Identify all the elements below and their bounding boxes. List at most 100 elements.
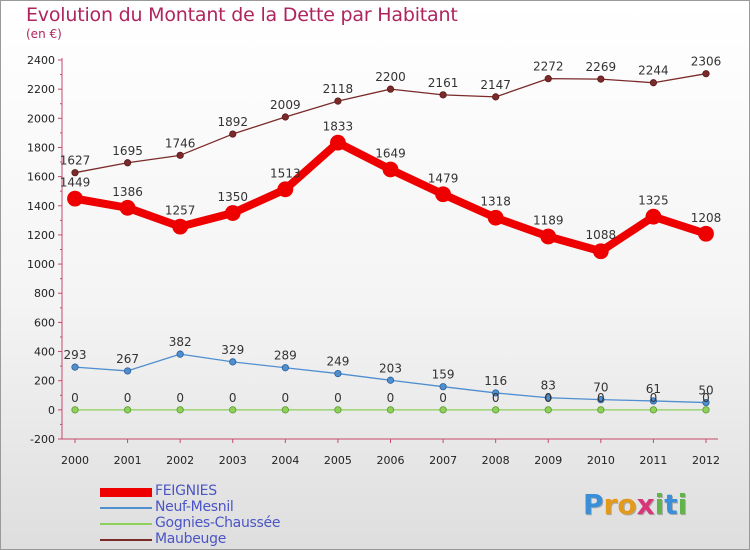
legend-item-maubeuge: Maubeuge — [100, 531, 360, 548]
data-label-gognies-chauss-e: 0 — [439, 391, 447, 405]
data-label-gognies-chauss-e: 0 — [176, 391, 184, 405]
data-point-gognies-chauss-e — [281, 406, 289, 414]
data-label-maubeuge: 2306 — [691, 55, 722, 69]
data-point-feignies — [172, 218, 189, 235]
data-label-maubeuge: 1746 — [165, 136, 196, 150]
data-label-maubeuge: 2161 — [428, 76, 459, 90]
chart-title: Evolution du Montant de la Dette par Hab… — [26, 4, 458, 26]
data-point-maubeuge — [281, 113, 289, 121]
data-point-feignies — [330, 134, 346, 151]
data-point-neuf-mesnil — [123, 367, 132, 375]
data-label-neuf-mesnil: 289 — [274, 349, 297, 363]
data-label-neuf-mesnil: 70 — [593, 381, 608, 395]
data-point-maubeuge — [229, 130, 237, 138]
data-point-maubeuge — [544, 75, 552, 83]
y-tick-label: 0 — [48, 404, 55, 417]
data-label-feignies: 1208 — [691, 211, 722, 225]
data-point-gognies-chauss-e — [649, 406, 658, 414]
y-tick-label: 400 — [34, 346, 55, 359]
data-label-maubeuge: 1695 — [112, 144, 143, 158]
data-label-neuf-mesnil: 267 — [116, 352, 139, 366]
proxiti-logo: Proxiti — [583, 488, 687, 521]
y-tick-label: 2200 — [27, 83, 55, 96]
logo-letter: i — [654, 488, 665, 521]
data-label-maubeuge: 2147 — [480, 78, 511, 92]
data-point-feignies — [487, 209, 504, 226]
legend-label-neuf-mesnil: Neuf-Mesnil — [155, 499, 234, 515]
data-point-neuf-mesnil — [281, 364, 289, 372]
data-point-gognies-chauss-e — [492, 406, 500, 414]
data-point-maubeuge — [439, 91, 447, 99]
y-tick-label: 1400 — [27, 200, 55, 213]
y-tick-label: 1000 — [27, 258, 55, 271]
legend-swatch-maubeuge — [100, 539, 152, 541]
data-label-neuf-mesnil: 382 — [169, 335, 192, 349]
data-label-maubeuge: 2244 — [638, 64, 669, 78]
data-point-gognies-chauss-e — [176, 406, 184, 414]
data-point-feignies — [435, 186, 451, 203]
data-label-gognies-chauss-e: 0 — [334, 391, 342, 405]
data-label-feignies: 1318 — [480, 195, 511, 209]
logo-letter: x — [636, 488, 655, 521]
y-tick-label: 800 — [34, 287, 55, 300]
data-label-feignies: 1449 — [60, 176, 91, 190]
x-tick-label: 2012 — [692, 454, 720, 467]
data-point-neuf-mesnil — [544, 394, 552, 402]
data-label-maubeuge: 2118 — [323, 82, 354, 96]
legend-label-feignies: FEIGNIES — [155, 483, 217, 499]
x-tick-label: 2009 — [534, 454, 562, 467]
data-point-feignies — [119, 199, 136, 216]
x-tick-label: 2001 — [114, 454, 142, 467]
data-point-gognies-chauss-e — [123, 406, 132, 414]
data-label-neuf-mesnil: 329 — [221, 343, 244, 357]
legend-item-feignies: FEIGNIES — [100, 483, 360, 500]
data-point-maubeuge — [386, 85, 395, 93]
y-tick-label: 1600 — [27, 171, 55, 184]
data-label-maubeuge: 1892 — [217, 115, 248, 129]
data-point-gognies-chauss-e — [702, 406, 710, 414]
data-label-maubeuge: 2009 — [270, 98, 301, 112]
data-label-neuf-mesnil: 61 — [646, 382, 661, 396]
data-label-gognies-chauss-e: 0 — [229, 391, 237, 405]
data-point-feignies — [540, 228, 557, 245]
legend-swatch-feignies — [100, 488, 152, 497]
data-point-gognies-chauss-e — [229, 406, 237, 414]
x-tick-label: 2003 — [219, 454, 247, 467]
legend-item-neuf-mesnil: Neuf-Mesnil — [100, 499, 360, 516]
data-point-feignies — [382, 161, 399, 178]
data-point-maubeuge — [334, 97, 342, 105]
data-label-neuf-mesnil: 50 — [698, 384, 713, 398]
data-point-neuf-mesnil — [649, 397, 658, 405]
data-label-gognies-chauss-e: 0 — [650, 391, 658, 405]
legend-swatch-neuf-mesnil — [100, 507, 152, 509]
x-tick-label: 2002 — [166, 454, 194, 467]
data-label-feignies: 1088 — [586, 228, 617, 242]
chart-subtitle: (en €) — [26, 27, 62, 41]
y-tick-label: 2400 — [27, 54, 55, 67]
legend: FEIGNIES Neuf-Mesnil Gognies-Chaussée Ma… — [100, 483, 360, 548]
data-label-gognies-chauss-e: 0 — [71, 391, 79, 405]
data-point-feignies — [277, 181, 294, 198]
data-point-gognies-chauss-e — [439, 406, 447, 414]
y-tick-label: 1200 — [27, 229, 55, 242]
data-label-maubeuge: 2269 — [586, 60, 617, 74]
data-point-neuf-mesnil — [386, 376, 395, 384]
data-point-neuf-mesnil — [71, 363, 79, 371]
logo-letter: i — [677, 488, 688, 521]
data-point-neuf-mesnil — [439, 383, 447, 391]
data-label-gognies-chauss-e: 0 — [544, 391, 552, 405]
data-point-maubeuge — [492, 93, 500, 101]
data-label-gognies-chauss-e: 0 — [387, 391, 395, 405]
logo-letter: r — [603, 488, 618, 521]
data-point-feignies — [592, 243, 609, 260]
data-point-feignies — [698, 225, 714, 242]
data-label-feignies: 1513 — [270, 166, 301, 180]
data-point-gognies-chauss-e — [386, 406, 395, 414]
data-point-neuf-mesnil — [702, 398, 710, 407]
data-point-gognies-chauss-e — [597, 406, 605, 414]
data-label-maubeuge: 2272 — [533, 60, 564, 74]
data-label-maubeuge: 1627 — [60, 154, 91, 168]
y-tick-label: 600 — [34, 316, 55, 329]
